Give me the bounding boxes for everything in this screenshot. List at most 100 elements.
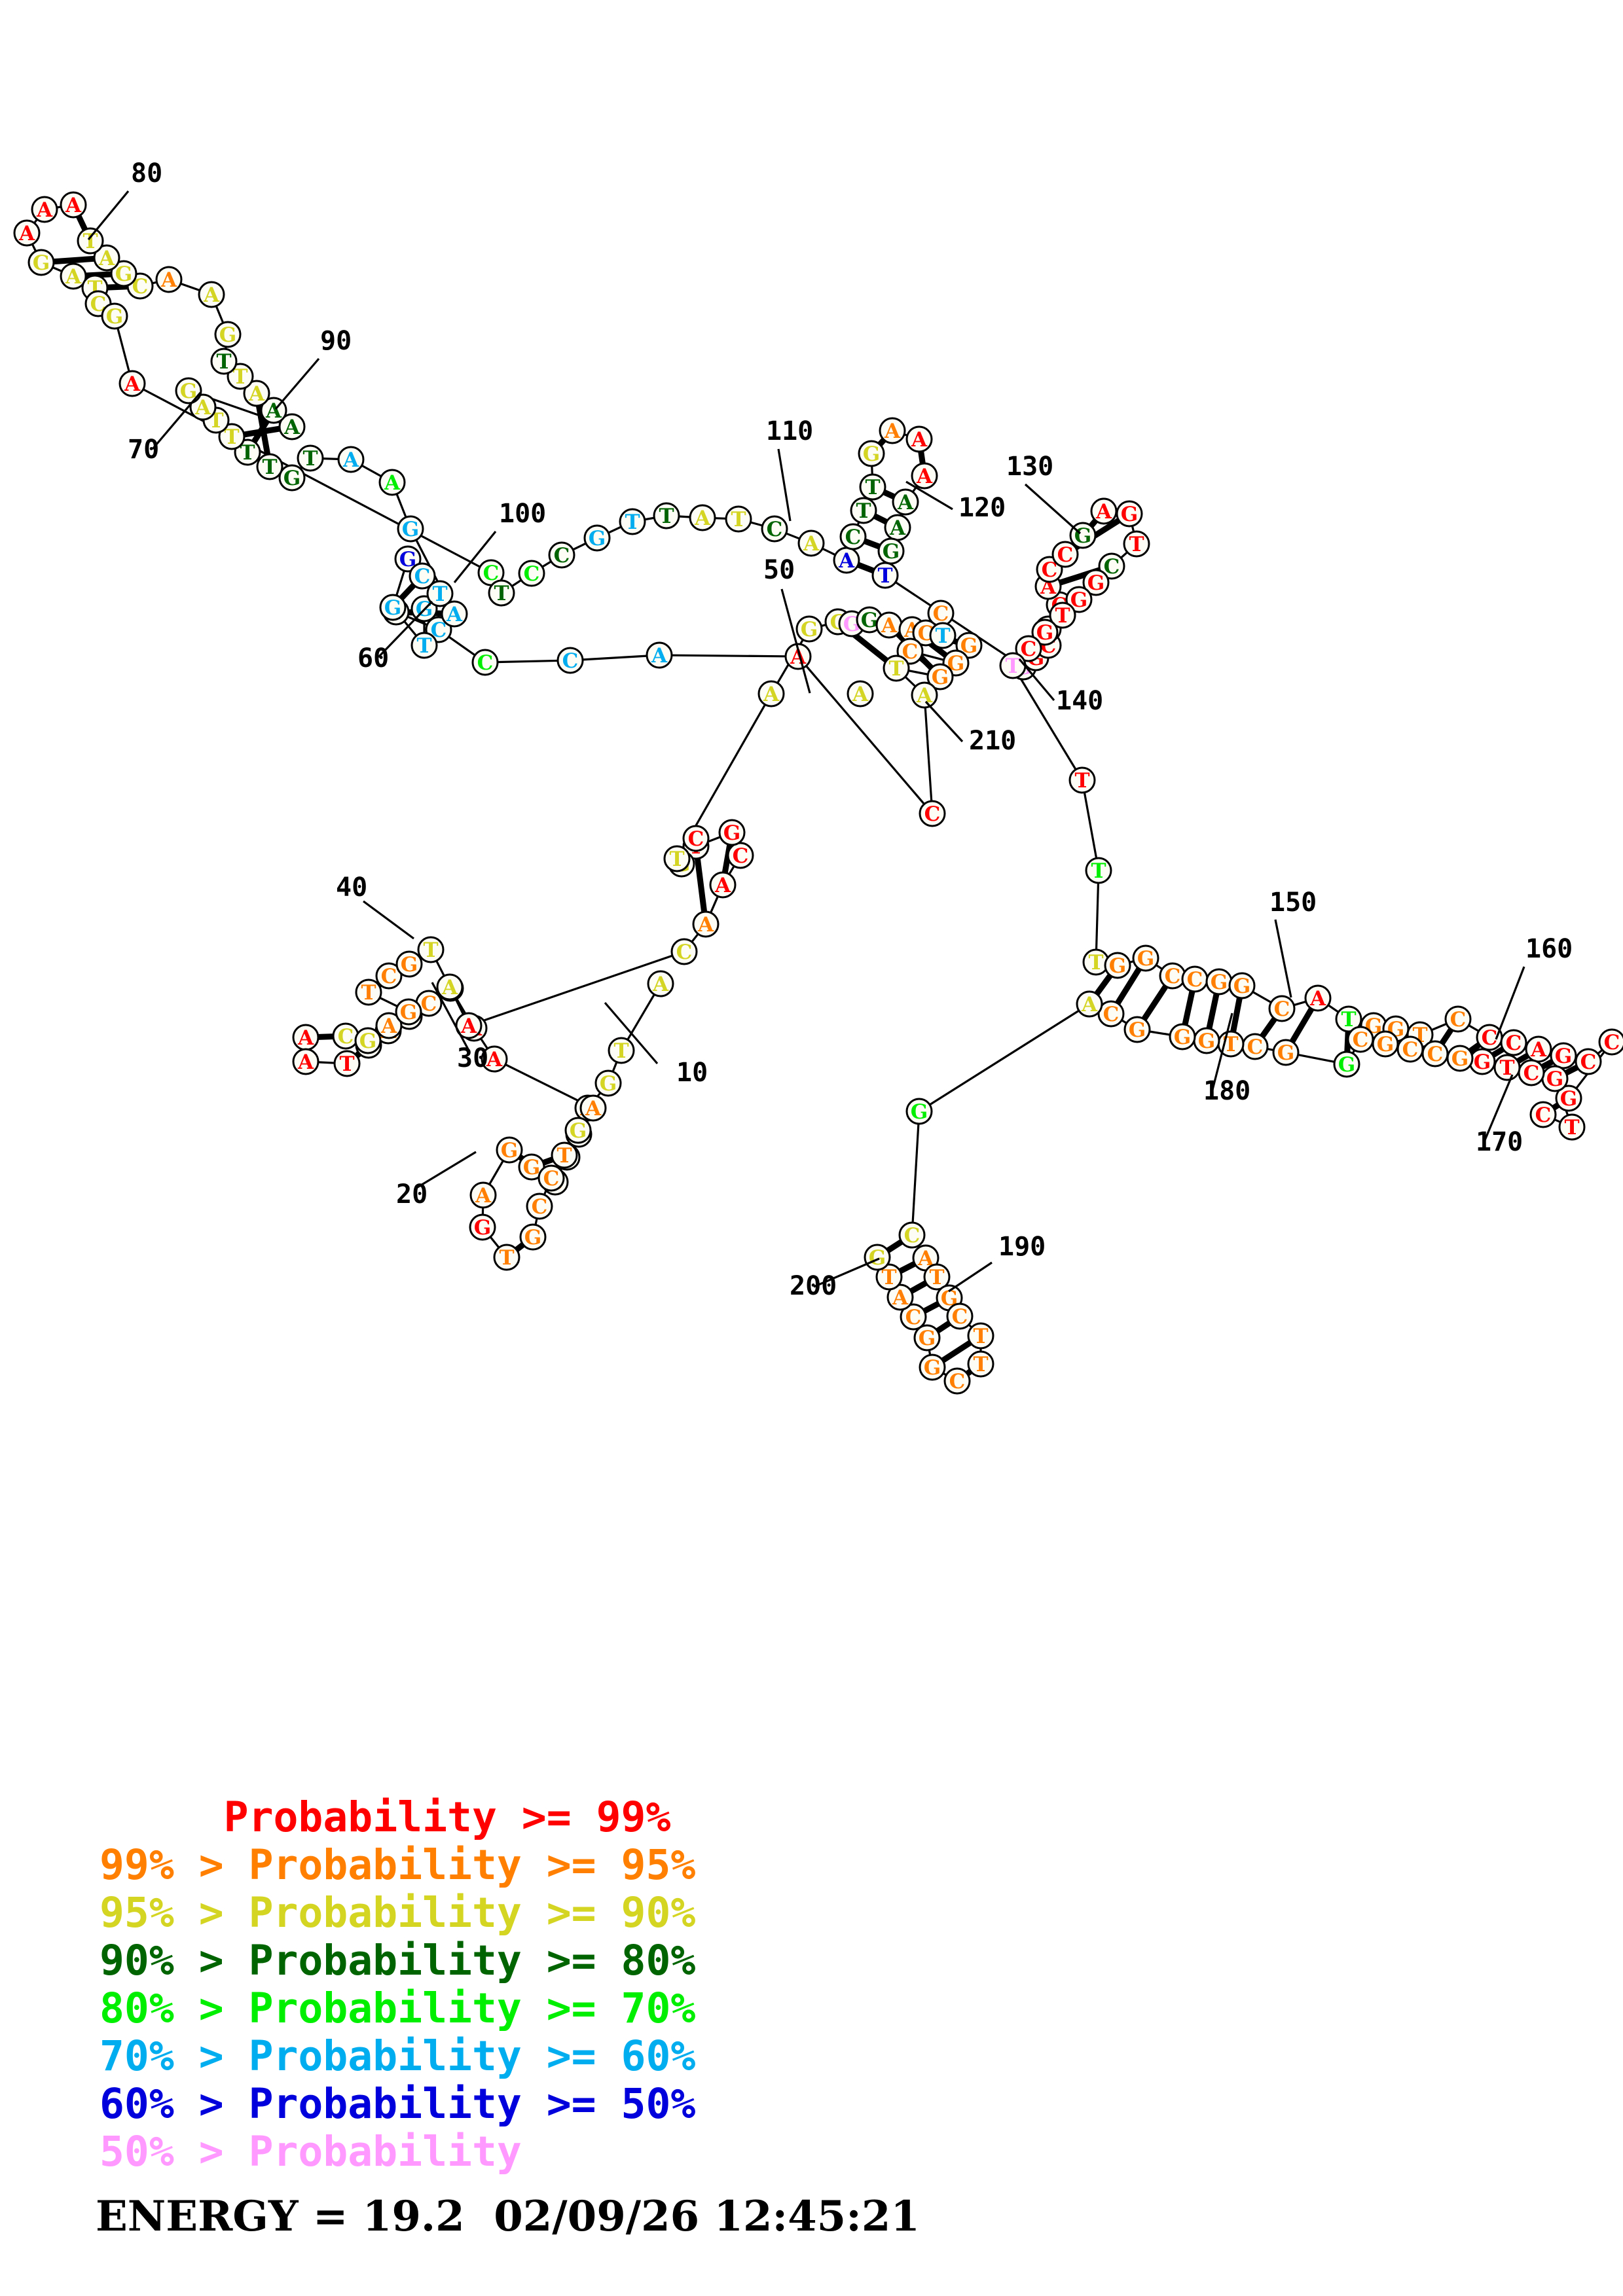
- nucleotide-base-letter: C: [477, 651, 494, 675]
- nucleotide-80: A: [337, 446, 365, 473]
- nucleotide-circle: [1132, 944, 1159, 972]
- nucleotide-circle: [883, 655, 910, 682]
- backbone-segment: [920, 451, 924, 464]
- nucleotide-base-letter: A: [1081, 993, 1098, 1016]
- nucleotide-8: G: [518, 1153, 545, 1181]
- nucleotide-base-letter: A: [838, 549, 855, 573]
- position-leader-line: [1274, 919, 1292, 998]
- position-label-10: 10: [676, 1058, 708, 1088]
- nucleotide-base-letter: A: [694, 507, 711, 530]
- nucleotide-77: A: [441, 600, 468, 628]
- nucleotide-circle: [278, 413, 306, 440]
- nucleotide-circle: [579, 1094, 607, 1122]
- probability-legend: Probability >= 99% 99% > Probability >= 9…: [0, 1793, 1623, 2241]
- backbone-segment: [488, 1160, 504, 1185]
- nucleotide-152: T: [999, 652, 1027, 679]
- backbone-segment: [395, 493, 407, 518]
- nucleotide-205: G: [919, 1354, 946, 1381]
- nucleotide-191: G: [1193, 1027, 1220, 1054]
- backbone-segment: [894, 581, 1014, 661]
- backbone-segment: [911, 1123, 920, 1223]
- nucleotide-base-letter: A: [916, 684, 933, 708]
- nucleotide-circle: [583, 524, 611, 552]
- nucleotide-circle: [119, 370, 146, 397]
- nucleotide-circle: [929, 622, 957, 649]
- legend-row-1: 99% > Probability >= 95%: [100, 1841, 696, 1889]
- backbone-segment: [908, 670, 928, 675]
- nucleotide-circle: [594, 1069, 622, 1097]
- nucleotide-base-letter: C: [1247, 1035, 1264, 1059]
- nucleotide-circle: [526, 1193, 553, 1220]
- nucleotide-207: C: [900, 1303, 927, 1331]
- nucleotide-base-letter: C: [1353, 1028, 1369, 1052]
- nucleotide-75: C: [409, 562, 436, 590]
- position-leader-line: [453, 530, 497, 584]
- nucleotide-40: A: [692, 910, 720, 938]
- nucleotide-32: G: [395, 998, 422, 1026]
- nucleotide-base-letter: G: [861, 609, 878, 632]
- nucleotide-circle: [409, 562, 436, 590]
- backbone-segment: [572, 542, 587, 551]
- position-leader-line: [87, 190, 130, 241]
- backbone-segment: [879, 439, 885, 446]
- nucleotide-circle: [892, 488, 919, 516]
- backbone-segment: [52, 266, 63, 272]
- nucleotide-base-letter: T: [935, 624, 950, 648]
- nucleotide-circle: [426, 580, 454, 607]
- nucleotide-26: C: [332, 1022, 359, 1050]
- nucleotide-base-letter: A: [697, 913, 714, 937]
- nucleotide-base-letter: T: [659, 505, 674, 528]
- nucleotide-base-letter: G: [600, 1072, 617, 1096]
- nucleotide-base-letter: A: [65, 265, 82, 289]
- nucleotide-base-letter: G: [924, 1356, 941, 1380]
- nucleotide-base-letter: T: [1091, 859, 1106, 883]
- nucleotide-circle: [175, 377, 202, 404]
- nucleotide-base-letter: G: [1137, 947, 1154, 971]
- position-label-20: 20: [396, 1179, 428, 1210]
- nucleotide-195: A: [1076, 990, 1103, 1018]
- nucleotide-base-letter: G: [1451, 1047, 1468, 1071]
- nucleotide-83: T: [256, 453, 283, 480]
- basepair-rung: [1490, 1045, 1506, 1059]
- nucleotide-99: A: [93, 244, 120, 272]
- nucleotide-circle: [234, 439, 261, 466]
- nucleotide-211: A: [847, 680, 874, 708]
- nucleotide-circle: [858, 440, 885, 467]
- nucleotide-base-letter: T: [625, 511, 640, 534]
- nucleotide-16: T: [551, 1141, 578, 1169]
- nucleotide-base-letter: C: [845, 526, 862, 549]
- nucleotide-circle: [548, 541, 575, 569]
- nucleotide-186: C: [1347, 1026, 1374, 1053]
- nucleotide-circle: [1500, 1029, 1527, 1056]
- backbone-segment: [1298, 1054, 1335, 1063]
- nucleotide-141: C: [1051, 541, 1079, 568]
- nucleotide-56: C: [927, 600, 955, 627]
- nucleotide-base-letter: G: [1109, 954, 1126, 978]
- nucleotide-119: C: [761, 515, 788, 543]
- position-label-170: 170: [1476, 1127, 1523, 1157]
- nucleotide-base-letter: T: [973, 1353, 988, 1376]
- backbone-segment: [117, 327, 130, 372]
- nucleotide-circle: [436, 973, 464, 1001]
- nucleotide-90: A: [260, 397, 287, 424]
- nucleotide-base-letter: C: [904, 1224, 921, 1247]
- nucleotide-circle: [110, 260, 137, 287]
- nucleotide-circle: [292, 1048, 319, 1075]
- nucleotide-circle: [670, 938, 698, 965]
- nucleotide-circle: [60, 191, 87, 219]
- nucleotide-76: T: [426, 580, 454, 607]
- nucleotide-116: T: [653, 502, 680, 529]
- nucleotide-base-letter: T: [669, 848, 684, 871]
- backbone-segment: [1095, 882, 1100, 950]
- backbone-segment: [361, 464, 382, 478]
- nucleotide-66: A: [646, 641, 673, 669]
- position-label-110: 110: [766, 416, 813, 446]
- nucleotide-base-letter: G: [1174, 1026, 1191, 1049]
- nucleotide-base-letter: A: [1530, 1038, 1547, 1062]
- nucleotide-base-letter: G: [219, 323, 236, 347]
- nucleotide-94: G: [214, 321, 242, 348]
- nucleotide-circle: [1396, 1035, 1424, 1063]
- nucleotide-33: T: [355, 978, 382, 1006]
- nucleotide-170: C: [1500, 1029, 1527, 1056]
- basepair-rung: [1182, 989, 1195, 1027]
